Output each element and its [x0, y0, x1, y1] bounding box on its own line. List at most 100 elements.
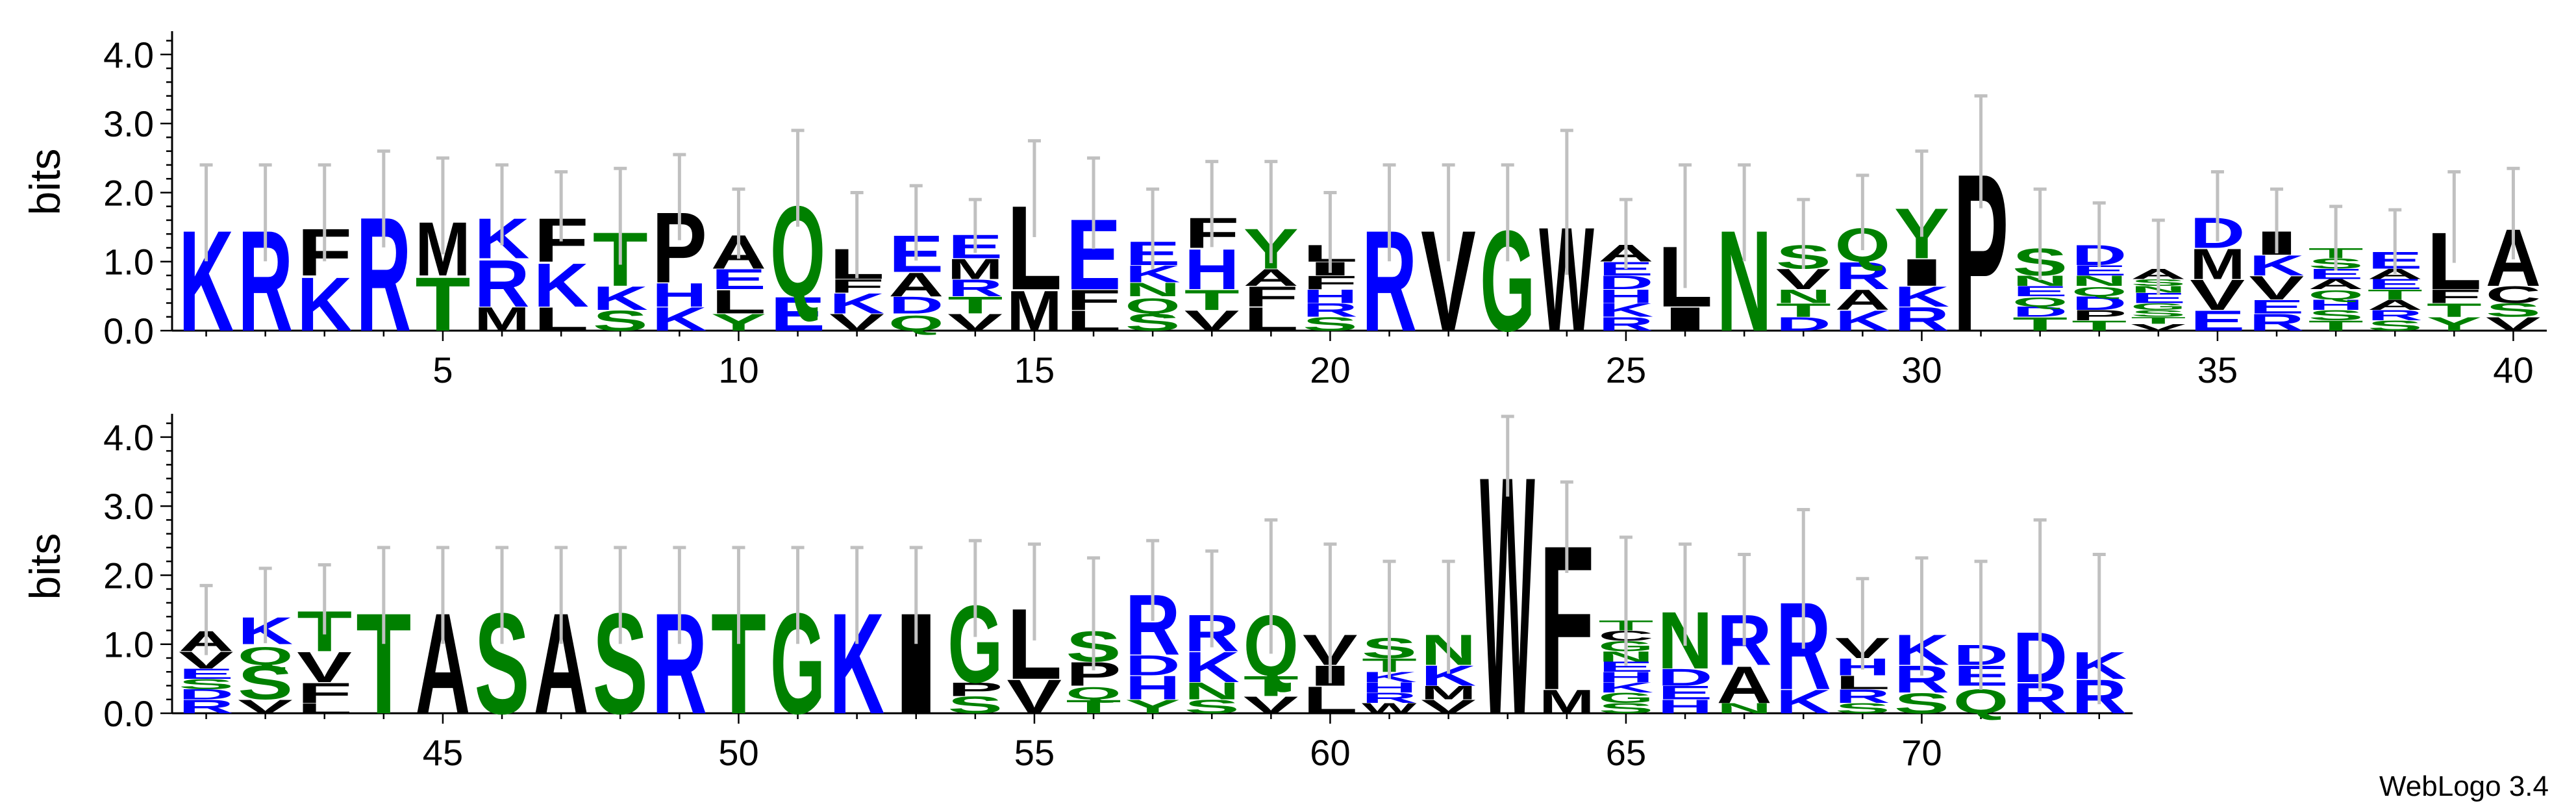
logo-letter: T — [1776, 299, 1831, 321]
logo-stack: KR — [1776, 507, 1831, 720]
logo-letter: R — [1894, 301, 1949, 338]
y-tick-label: 3.0 — [103, 486, 154, 527]
logo-letter: R — [1835, 686, 1890, 707]
logo-letter: V — [297, 644, 352, 692]
logo-stack: SRHFIL — [1303, 190, 1358, 335]
logo-stack: K — [179, 163, 234, 361]
logo-letter: K — [1835, 305, 1890, 337]
logo-letter: S — [2131, 309, 2186, 319]
logo-letter: E — [1658, 682, 1713, 704]
logo-stack: VTSGENSA — [2131, 218, 2186, 333]
logo-stack: A — [534, 546, 589, 744]
logo-letter: H — [1125, 670, 1181, 707]
logo-stack: KF — [297, 163, 352, 347]
logo-stack: TSHQAEST — [2308, 205, 2364, 334]
logo-stack: WRHKTS — [1362, 559, 1417, 717]
logo-letter: D — [888, 292, 944, 318]
logo-letter: T — [2131, 315, 2186, 326]
logo-letter: K — [593, 280, 648, 317]
x-tick-label: 50 — [718, 732, 758, 773]
logo-letter: R — [179, 696, 234, 718]
logo-letter: D — [2012, 304, 2068, 320]
logo-letter: D — [1598, 272, 1653, 294]
logo-letter: E — [2190, 305, 2245, 337]
logo-letter: K — [1776, 683, 1831, 720]
logo-letter: R — [1362, 690, 1417, 706]
logo-stack: R — [356, 149, 411, 366]
logo-letter: V — [1184, 305, 1240, 336]
logo-letter: S — [1894, 688, 1949, 720]
logo-letter: S — [1184, 696, 1240, 717]
logo-stack: SRK — [1894, 556, 1949, 720]
logo-letter: S — [2368, 318, 2423, 334]
logo-row-bottom: bits 0.01.02.03.04.045 50 55 60 65 70RDSEVAVS… — [21, 405, 2133, 786]
y-tick-label: 4.0 — [103, 34, 154, 75]
logo-letter: N — [1717, 700, 1772, 717]
logo-letter: Y — [2427, 313, 2482, 335]
logo-letter: M — [475, 301, 530, 338]
x-tick-label: 55 — [1014, 732, 1055, 773]
logo-letter: T — [2071, 318, 2127, 334]
logo-letter: F — [1066, 284, 1121, 316]
logo-letter: K — [1598, 679, 1653, 696]
logo-letter: A — [1717, 655, 1772, 715]
logo-stack: W — [1480, 405, 1535, 785]
logo-stack: LFE — [1066, 156, 1121, 336]
logo-stack: S — [475, 546, 530, 744]
x-tick-label: 15 — [1014, 349, 1055, 390]
x-tick-label: 35 — [2197, 349, 2238, 390]
logo-stack: MF — [1539, 480, 1594, 733]
y-axis-title-top: bits — [21, 149, 69, 216]
logo-stack: R — [238, 163, 293, 361]
y-tick-label: 4.0 — [103, 417, 154, 458]
logo-letter: E — [770, 288, 825, 341]
logo-letter: T — [947, 292, 1003, 318]
logo-letter: F — [1303, 272, 1358, 294]
y-axis-title-bottom: bits — [21, 533, 69, 600]
logo-letter: K — [534, 250, 589, 320]
logo-letter: A — [2368, 297, 2423, 313]
logo-letter: T — [2368, 286, 2423, 303]
logo-letter: H — [652, 277, 707, 314]
x-tick-label: 65 — [1606, 732, 1646, 773]
logo-letter: D — [2071, 293, 2127, 314]
logo-stack: T — [711, 546, 766, 744]
logo-letter: M — [1421, 682, 1476, 704]
logo-letter: S — [1303, 313, 1358, 335]
logo-letter: D — [1658, 664, 1713, 691]
logo-stack: K — [829, 546, 884, 744]
logo-letter: F — [297, 677, 352, 709]
logo-stack: SKT — [593, 166, 648, 337]
logo-stack: SGKHENGCT — [1598, 535, 1653, 717]
logo-letter: M — [2190, 240, 2245, 288]
logo-letter: S — [1598, 700, 1653, 717]
logo-stack: G — [1480, 163, 1535, 362]
logo-letter: V — [1421, 696, 1476, 717]
logo-letter: S — [179, 676, 234, 692]
logo-letter: V — [2190, 271, 2245, 319]
logo-letter: T — [1066, 696, 1121, 718]
logo-letter: K — [829, 287, 884, 320]
logo-stack: RKHDEA — [1598, 197, 1653, 335]
logo-letter: R — [1598, 314, 1653, 335]
logo-letter: S — [2486, 299, 2541, 321]
logo-letter: S — [238, 657, 293, 710]
y-tick-label: 1.0 — [103, 242, 154, 283]
logo-letter: V — [1244, 691, 1299, 718]
logo-letter: Q — [2071, 285, 2127, 299]
logo-stack: TM — [415, 156, 470, 348]
x-tick-label: 60 — [1310, 732, 1350, 773]
logo-letter: K — [297, 261, 352, 347]
logo-letter: E — [2012, 283, 2068, 299]
